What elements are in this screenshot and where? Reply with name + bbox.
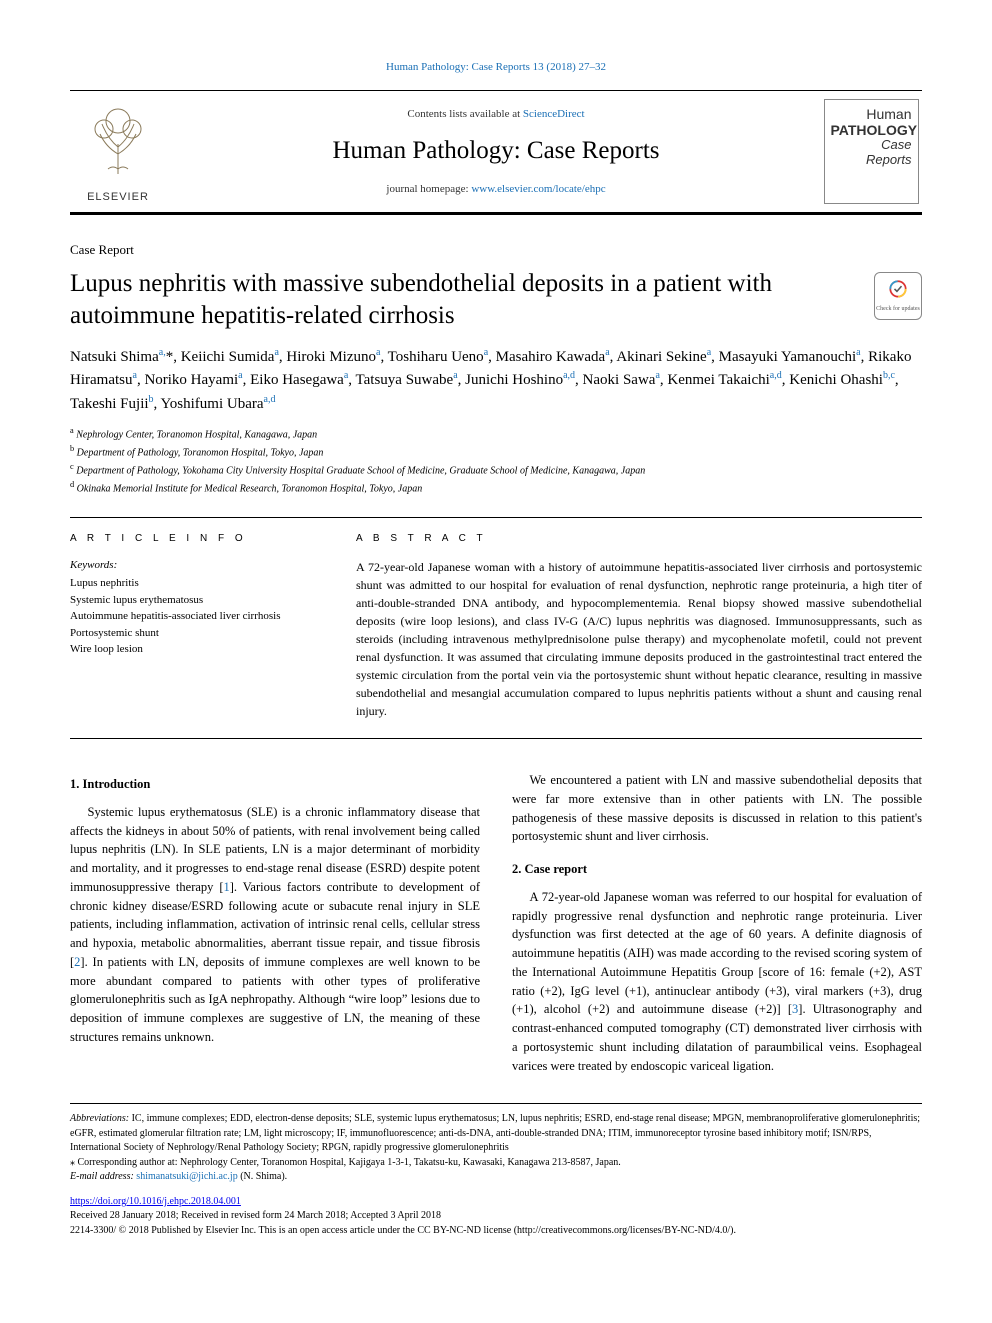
publisher-logo: ELSEVIER: [70, 91, 180, 212]
article-info-col: A R T I C L E I N F O Keywords: Lupus ne…: [70, 518, 320, 739]
homepage-line: journal homepage: www.elsevier.com/locat…: [188, 182, 804, 198]
article-title: Lupus nephritis with massive subendothel…: [70, 268, 858, 333]
page: Human Pathology: Case Reports 13 (2018) …: [0, 0, 992, 1278]
footnotes: Abbreviations: IC, immune complexes; EDD…: [70, 1103, 922, 1185]
footer-bottom: https://doi.org/10.1016/j.ehpc.2018.04.0…: [70, 1195, 922, 1239]
abstract-text: A 72-year-old Japanese woman with a hist…: [356, 558, 922, 720]
crossmark-label: Check for updates: [876, 305, 920, 314]
email-line: E-mail address: shimanatsuki@jichi.ac.jp…: [70, 1170, 922, 1185]
abbrev-label: Abbreviations:: [70, 1113, 129, 1124]
title-row: Lupus nephritis with massive subendothel…: [70, 268, 922, 333]
keywords-list: Lupus nephritisSystemic lupus erythemato…: [70, 575, 320, 658]
journal-header: ELSEVIER Contents lists available at Sci…: [70, 90, 922, 215]
doi-link[interactable]: https://doi.org/10.1016/j.ehpc.2018.04.0…: [70, 1196, 241, 1207]
body-columns: 1. Introduction Systemic lupus erythemat…: [70, 771, 922, 1075]
cover-thumbnail: Human PATHOLOGY Case Reports: [824, 99, 919, 204]
intro-heading: 1. Introduction: [70, 775, 480, 794]
sciencedirect-link[interactable]: ScienceDirect: [523, 108, 585, 120]
email-suffix: (N. Shima).: [238, 1171, 287, 1182]
contents-prefix: Contents lists available at: [407, 108, 522, 120]
abstract-col: A B S T R A C T A 72-year-old Japanese w…: [356, 518, 922, 739]
case-heading: 2. Case report: [512, 860, 922, 879]
crossmark-icon: [884, 277, 912, 305]
copyright: 2214-3300/ © 2018 Published by Elsevier …: [70, 1224, 922, 1239]
corresponding-author: ⁎ Corresponding author at: Nephrology Ce…: [70, 1156, 922, 1171]
email-link[interactable]: shimanatsuki@jichi.ac.jp: [136, 1171, 237, 1182]
journal-name: Human Pathology: Case Reports: [188, 133, 804, 169]
journal-cover: Human PATHOLOGY Case Reports: [812, 91, 922, 212]
intro-para-1: Systemic lupus erythematosus (SLE) is a …: [70, 803, 480, 1047]
crossmark-badge[interactable]: Check for updates: [874, 272, 922, 320]
email-label: E-mail address:: [70, 1171, 136, 1182]
keywords-label: Keywords:: [70, 558, 320, 574]
cover-line3: Case: [831, 138, 912, 153]
article-type: Case Report: [70, 241, 922, 260]
intro-p1c: ]. In patients with LN, deposits of immu…: [70, 955, 480, 1044]
running-head: Human Pathology: Case Reports 13 (2018) …: [70, 60, 922, 76]
intro-para-2: We encountered a patient with LN and mas…: [512, 771, 922, 846]
received-dates: Received 28 January 2018; Received in re…: [70, 1209, 922, 1224]
homepage-prefix: journal homepage:: [386, 183, 471, 195]
meta-row: A R T I C L E I N F O Keywords: Lupus ne…: [70, 517, 922, 740]
abbrev-text: IC, immune complexes; EDD, electron-dens…: [70, 1113, 920, 1153]
intro-p2: We encountered a patient with LN and mas…: [530, 773, 854, 787]
article-info-heading: A R T I C L E I N F O: [70, 532, 320, 547]
case-para-1: A 72-year-old Japanese woman was referre…: [512, 888, 922, 1076]
homepage-link[interactable]: www.elsevier.com/locate/ehpc: [471, 183, 605, 195]
abstract-heading: A B S T R A C T: [356, 532, 922, 547]
cover-line2: PATHOLOGY: [831, 122, 912, 138]
header-center: Contents lists available at ScienceDirec…: [180, 91, 812, 212]
abbreviations: Abbreviations: IC, immune complexes; EDD…: [70, 1112, 922, 1156]
contents-line: Contents lists available at ScienceDirec…: [188, 107, 804, 123]
cover-line4: Reports: [831, 153, 912, 168]
cover-line1: Human: [831, 106, 912, 122]
elsevier-wordmark: ELSEVIER: [87, 190, 149, 206]
case-p1a: A 72-year-old Japanese woman was referre…: [512, 890, 922, 1017]
elsevier-tree-icon: [78, 99, 158, 179]
authors: Natsuki Shimaa,*, Keiichi Sumidaa, Hirok…: [70, 345, 922, 416]
affiliations: a Nephrology Center, Toranomon Hospital,…: [70, 425, 922, 496]
